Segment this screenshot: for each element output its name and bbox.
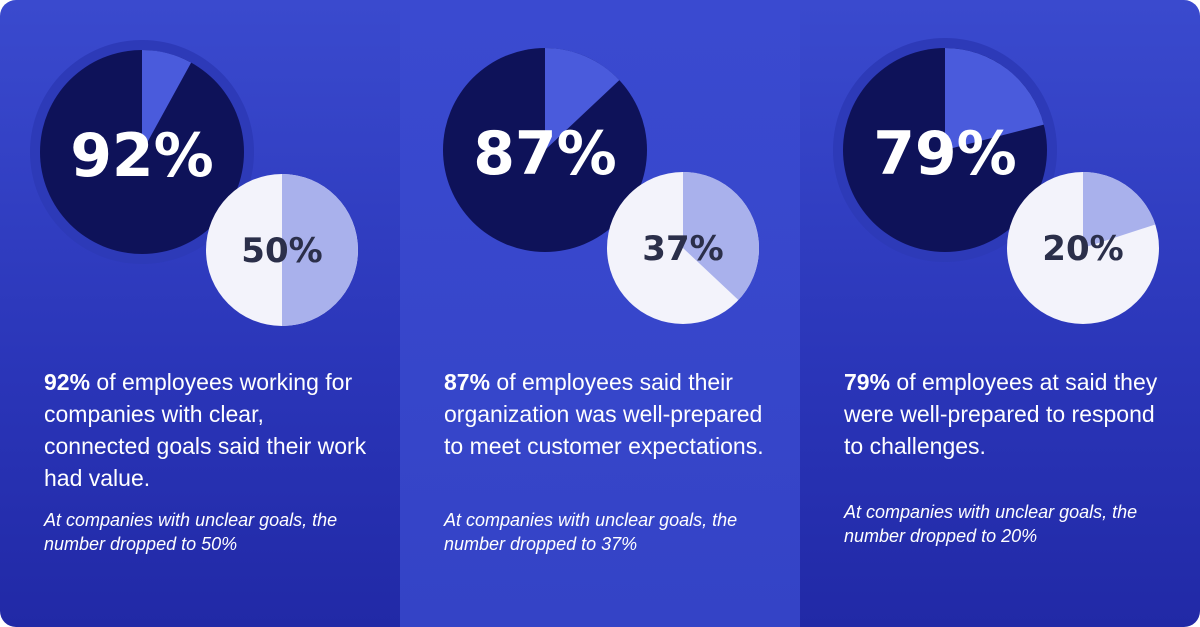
stat-headline: 92% of employees working for companies w… [44, 366, 374, 494]
stat-panel-3: 79% 20% 79% of employees at said they we… [800, 0, 1200, 627]
big-pie-slice [142, 50, 192, 152]
big-pie-label: 92% [70, 121, 214, 191]
stat-text: of employees said their organization was… [444, 369, 764, 459]
big-pie-slice [945, 48, 1044, 150]
small-pie-slice [1083, 171, 1156, 248]
small-pie-slice [282, 174, 358, 326]
small-pie-slice [683, 172, 760, 301]
stat-lead: 79% [844, 369, 891, 395]
big-pie-label: 79% [873, 119, 1017, 189]
small-pie-label: 50% [241, 231, 322, 271]
stat-lead: 92% [44, 369, 91, 395]
stat-headline: 87% of employees said their organization… [444, 366, 774, 462]
stat-text: of employees at said they were well-prep… [844, 369, 1158, 459]
stat-note: At companies with unclear goals, the num… [44, 510, 338, 554]
pie-graphic-1: 92% 50% [30, 40, 358, 326]
small-pie-label: 20% [1042, 229, 1123, 269]
stat-panel-1: 92% 50% 92% of employees working for com… [0, 0, 400, 627]
stat-note: At companies with unclear goals, the num… [444, 510, 738, 554]
pie-graphic-2: 87% 37% [443, 48, 760, 324]
stat-headline: 79% of employees at said they were well-… [844, 366, 1174, 462]
stat-lead: 87% [444, 369, 491, 395]
pie-graphic-3: 79% 20% [833, 38, 1159, 324]
small-pie-label: 37% [642, 229, 723, 269]
stat-panel-2: 87% 37% 87% of employees said their orga… [400, 0, 800, 627]
big-pie-slice [545, 48, 620, 150]
stat-note: At companies with unclear goals, the num… [844, 502, 1138, 546]
big-pie-label: 87% [473, 119, 617, 189]
stat-text: of employees working for companies with … [44, 369, 367, 491]
